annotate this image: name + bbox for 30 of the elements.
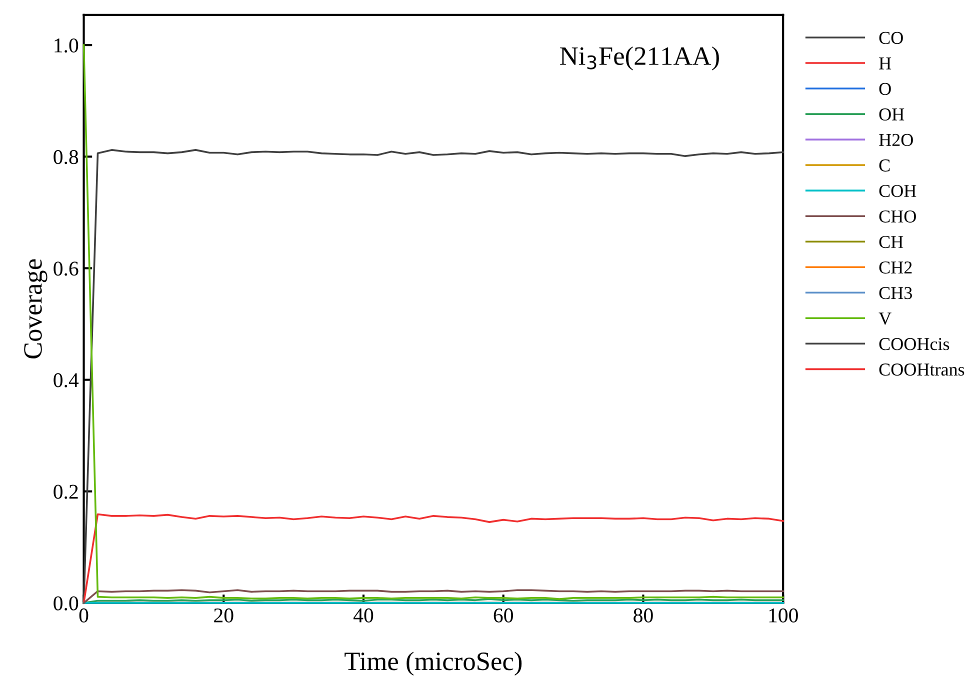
legend-label: CO [879, 32, 903, 44]
legend-label: C [879, 159, 890, 172]
legend-label: COOHcis [879, 338, 950, 350]
x-tick-label: 80 [634, 608, 653, 622]
legend-label: O [879, 82, 891, 96]
x-tick-label: 20 [214, 608, 234, 622]
x-tick-label: 0 [79, 608, 88, 622]
legend-label: H2O [879, 134, 913, 146]
legend-label: COH [879, 184, 916, 198]
y-tick-label: 0.2 [54, 484, 78, 499]
y-axis-title: Coverage [24, 259, 48, 358]
legend-label: CHO [879, 210, 916, 223]
y-tick-label: 0.0 [54, 596, 78, 610]
legend-label: H [879, 58, 892, 70]
y-tick-label: 1.0 [54, 38, 78, 53]
annotation: Ni$_{3}$Fe(211AA) [560, 46, 719, 70]
line-series [82, 44, 784, 600]
x-tick-label: 40 [353, 608, 374, 622]
legend-label: OH [879, 108, 904, 121]
y-tick-label: 0.8 [54, 150, 78, 164]
legend-label: CH3 [879, 286, 912, 300]
y-tick-label: 0.4 [54, 373, 79, 388]
legend-label: CH2 [879, 261, 912, 274]
x-tick-label: 100 [769, 608, 798, 622]
y-tick-label: 0.6 [54, 262, 78, 276]
legend-label: V [878, 312, 892, 325]
legend-label: CH [879, 236, 904, 248]
x-tick-label: 60 [494, 608, 513, 622]
legend-label: COOHtrans [879, 364, 964, 376]
x-axis-title: Time (microSec) [344, 652, 522, 676]
